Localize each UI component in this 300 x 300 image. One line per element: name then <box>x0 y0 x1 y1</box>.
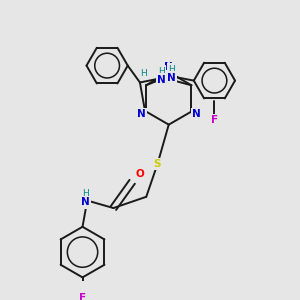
Text: N: N <box>157 75 166 85</box>
Text: S: S <box>154 159 161 169</box>
Text: F: F <box>79 293 86 300</box>
Text: H: H <box>158 67 165 76</box>
Text: N: N <box>137 109 146 119</box>
Text: N: N <box>192 109 201 119</box>
Text: N: N <box>81 197 90 207</box>
Text: N: N <box>164 61 173 71</box>
Text: F: F <box>211 115 218 125</box>
Text: O: O <box>135 169 144 179</box>
Text: H: H <box>82 188 89 197</box>
Text: H: H <box>140 69 147 78</box>
Text: H: H <box>168 65 175 74</box>
Text: N: N <box>167 73 176 83</box>
